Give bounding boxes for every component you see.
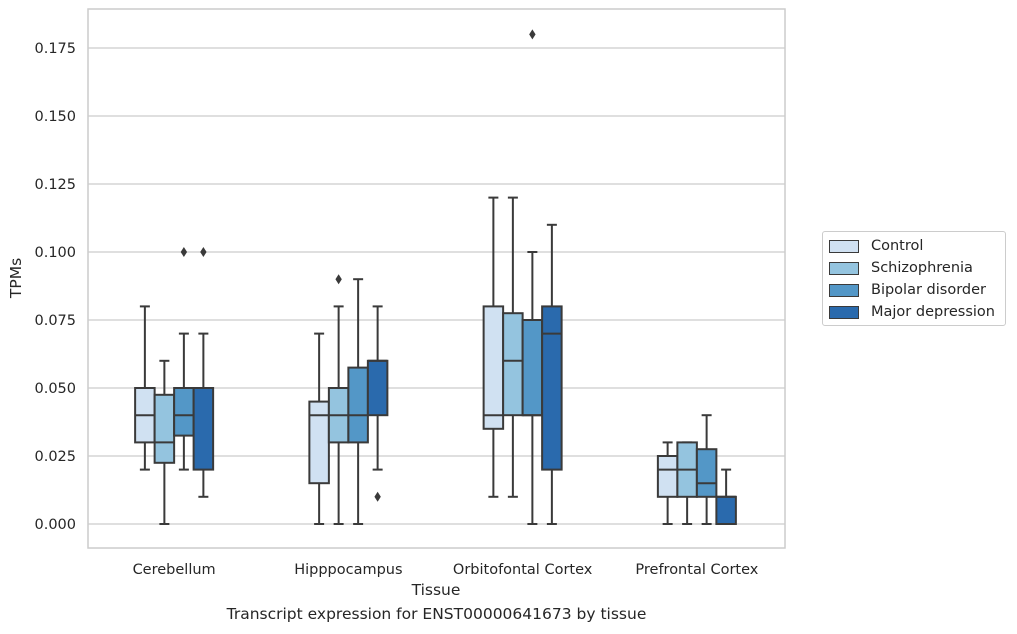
box [347,366,369,444]
legend-item-bipolar-disorder: Bipolar disorder [829,281,986,299]
legend-item-control: Control [829,237,923,255]
box [695,448,718,498]
legend-item-schizophrenia: Schizophrenia [829,259,973,277]
box-plot [308,332,330,525]
box-plot [502,196,524,498]
x-axis-label: Tissue [411,581,461,599]
y-tick-label: 0.125 [34,177,76,193]
y-tick-label: 0.075 [34,313,76,329]
y-tick-label: 0.175 [34,41,76,57]
box-plot [347,278,369,525]
box-plot [676,441,698,525]
x-tick-label: Orbitofontal Cortex [453,562,593,578]
y-tick-label: 0.100 [34,245,76,261]
outlier-point [374,491,381,502]
box-plot [153,359,176,525]
chart-caption: Transcript expression for ENST0000064167… [226,605,647,623]
x-tick-labels: Cerebellum Hipppocampus Orbitofontal Corte… [133,562,759,578]
x-tick-label: Cerebellum [133,562,216,578]
outlier-point [529,29,536,40]
box-plot [521,29,544,525]
outlier-point [180,247,188,257]
legend-item-major-depression: Major depression [829,303,995,321]
legend-label: Schizophrenia [871,260,973,276]
legend-swatch [829,283,859,297]
box-plot [134,305,156,471]
y-tick-label: 0.050 [34,381,76,397]
box-plot [695,414,718,525]
box [173,387,195,437]
box-plot [366,305,389,502]
y-tick-label: 0.025 [34,449,76,465]
box-plot [541,223,563,525]
box [502,312,524,417]
box-plot [173,247,195,471]
box-plot [656,441,679,525]
y-tick-labels: 0.000 0.025 0.050 0.075 0.100 0.125 0.150 0.175 [34,41,76,533]
box-plot [715,468,737,525]
box [541,305,563,471]
legend-label: Control [871,238,924,254]
box [521,319,544,417]
box-plot [192,247,215,498]
legend: Control Schizophrenia Bipolar disorder M… [822,231,1006,326]
y-tick-label: 0.150 [34,109,76,125]
box-plot [327,274,350,525]
y-axis-label: TPMs [7,258,25,299]
legend-label: Major depression [871,304,995,320]
box-plot [482,196,505,498]
y-tick-label: 0.000 [34,517,76,533]
box [192,387,215,471]
outlier-point [200,247,207,257]
legend-swatch [829,305,859,319]
x-tick-label: Prefrontal Cortex [635,562,758,578]
box [308,400,330,485]
box [482,305,505,430]
box [715,495,737,525]
outlier-point [335,274,342,285]
plot-frame [87,8,786,549]
box-plots [134,29,737,525]
box [656,455,679,498]
legend-swatch [829,261,859,275]
legend-swatch [829,239,859,253]
box [153,393,176,464]
x-tick-label: Hipppocampus [294,562,402,578]
box [366,359,389,417]
legend-label: Bipolar disorder [871,282,986,298]
